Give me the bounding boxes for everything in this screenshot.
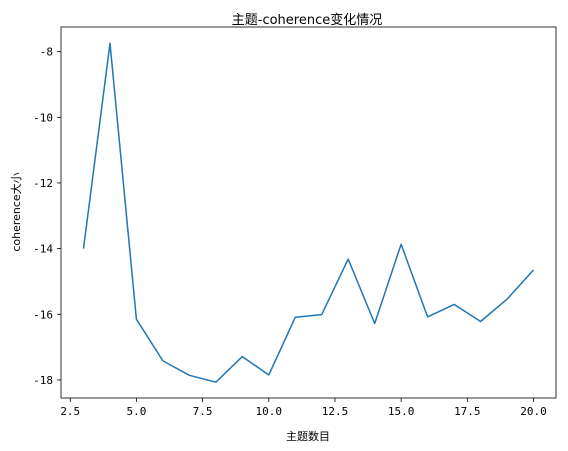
y-tick-label: -18 [33,374,53,387]
x-tick-label: 15.0 [388,405,415,418]
x-axis: 2.5 5.0 7.5 10.0 12.5 15.0 17.5 20.0 [60,398,547,418]
x-axis-label: 主题数目 [286,430,330,443]
plot-area-frame [60,26,557,399]
x-tick-label: 12.5 [322,405,349,418]
x-tick-label: 17.5 [454,405,481,418]
chart-title: 主题-coherence变化情况 [232,12,382,28]
y-tick-label: -14 [33,243,53,256]
x-tick-label: 2.5 [60,405,80,418]
y-tick-label: -10 [33,111,53,124]
x-tick-label: 7.5 [193,405,213,418]
x-tick-label: 10.0 [256,405,283,418]
x-tick-label: 5.0 [127,405,147,418]
x-tick-label: 20.0 [520,405,547,418]
series-layer [82,42,535,383]
y-tick-label: -8 [40,46,53,59]
y-tick-label: -12 [33,177,53,190]
y-axis: -18 -16 -14 -12 -10 -8 [33,46,61,387]
series-line [82,42,535,383]
y-tick-label: -16 [33,308,53,321]
y-axis-label: coherence大小 [9,172,23,251]
